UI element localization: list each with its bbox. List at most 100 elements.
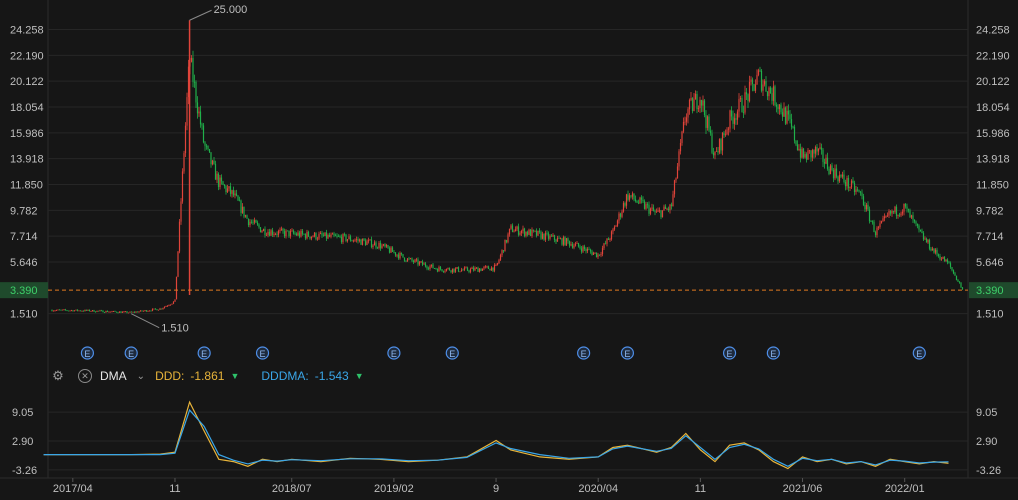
candle-body [141,310,143,312]
candle-body [493,264,496,271]
candle-body [160,308,163,310]
candle-body [220,177,223,182]
candle-body [205,145,208,147]
candle-body [921,231,923,234]
candle-body [673,180,676,195]
candle-body [519,233,521,235]
candle-body [297,232,299,236]
candle-body [366,241,368,246]
candle-body [736,111,739,120]
candle-body [661,210,664,218]
candle-body [277,231,280,235]
candle-body [558,237,560,239]
indicator-name[interactable]: DMA [100,369,127,383]
candle-body [234,193,236,196]
candle-body [450,270,452,273]
candle-body [700,99,703,106]
candle-body [91,310,94,312]
candle-body [477,267,479,272]
event-marker-icon[interactable] [124,346,138,360]
indicator-line-dddma [43,408,949,467]
candle-body [949,263,952,268]
candle-body [186,97,188,126]
candle-body [772,86,775,101]
candle-body [352,240,355,242]
candle-body [109,311,112,313]
candle-body [228,186,230,189]
candle-body [175,276,178,300]
event-marker-icon[interactable] [912,346,926,360]
event-marker-icon[interactable] [766,346,780,360]
candle-body [193,81,196,83]
candle-body [807,150,809,160]
close-icon[interactable]: ✕ [78,369,92,383]
event-marker-icon[interactable] [445,346,459,360]
candle-body [145,310,148,312]
candle-body [891,210,893,214]
candle-body [574,243,577,246]
event-marker-icon[interactable] [620,346,635,360]
candle-body [300,230,302,237]
event-marker-icon[interactable] [197,346,211,360]
candle-body [859,191,862,193]
candle-body [561,238,563,245]
candle-body [328,235,331,237]
candle-body [97,310,100,312]
candle-body [64,309,67,311]
candle-body [597,254,599,258]
candle-body [915,221,917,224]
candle-body [499,255,502,260]
candle-body [87,309,89,311]
candle-body [243,206,245,217]
candle-body [219,177,221,187]
candle-body [846,177,848,187]
x-tick-label: 11 [169,483,180,495]
candle-body [433,268,436,269]
candle-body [724,134,727,136]
candle-body [250,221,253,223]
candle-body [159,308,161,310]
candle-body [334,235,337,237]
candle-body [379,242,382,249]
candle-body [223,184,226,187]
candle-body [664,206,667,209]
candle-body [757,70,760,75]
x-tick-label: 2022/01 [885,483,925,495]
gear-icon[interactable]: ⚙ [52,368,64,383]
candle-body [534,230,536,232]
candle-body [402,254,404,258]
candle-body [403,257,406,261]
event-marker-icon[interactable] [722,346,737,360]
candle-body [61,309,64,311]
chevron-down-icon[interactable]: ⌄ [136,370,146,382]
candle-body [786,110,788,124]
candle-body [174,299,176,302]
event-marker-icon[interactable] [577,346,591,360]
candle-body [690,98,692,100]
candle-body [643,201,646,209]
candle-body [357,239,359,241]
candle-body [58,309,61,311]
candle-body [289,230,292,237]
candle-body [154,308,157,310]
candle-body [837,176,839,182]
candle-body [312,236,314,238]
candle-body [922,233,925,240]
candle-body [838,174,841,182]
candle-body [388,248,391,253]
candle-body [961,287,964,289]
candle-body [937,254,940,256]
candle-body [280,228,283,230]
ddd-trend-icon: ▼ [230,371,240,381]
candle-body [628,195,631,200]
candle-body [603,243,605,249]
event-marker-icon[interactable] [80,346,95,360]
candle-body [946,259,949,263]
candle-body [270,230,272,236]
event-marker-icon[interactable] [387,346,401,360]
event-marker-icon[interactable] [255,346,270,360]
candle-body [595,252,598,258]
candle-body [535,230,538,236]
y-tick-label-left: 13.918 [10,154,44,166]
